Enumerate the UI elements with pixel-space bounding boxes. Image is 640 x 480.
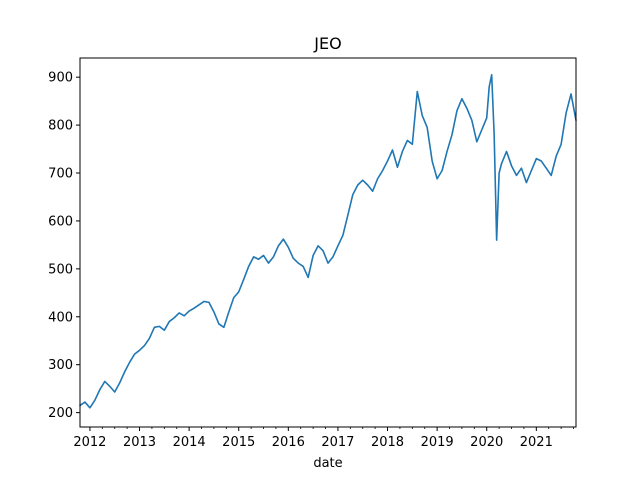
x-tick-label: 2014	[173, 435, 206, 450]
y-tick-label: 400	[48, 310, 73, 325]
y-tick-label: 700	[48, 167, 73, 182]
x-axis-label: date	[313, 456, 342, 471]
x-tick-label: 2018	[371, 435, 404, 450]
y-tick-label: 300	[48, 358, 73, 373]
y-tick-label: 600	[48, 214, 73, 229]
x-tick-label: 2021	[520, 435, 553, 450]
chart-title: JEO	[313, 34, 341, 53]
x-tick-label: 2013	[123, 435, 156, 450]
x-tick-label: 2017	[321, 435, 354, 450]
x-tick-label: 2016	[272, 435, 305, 450]
x-tick-label: 2020	[470, 435, 503, 450]
x-tick-label: 2019	[421, 435, 454, 450]
plot-area	[79, 73, 577, 409]
y-tick-label: 500	[48, 262, 73, 277]
y-tick-label: 900	[48, 71, 73, 86]
y-axis: 200 300 400 500 600 700 800 900	[48, 71, 80, 421]
y-tick-label: 800	[48, 119, 73, 134]
series-line-jeo	[79, 73, 577, 409]
plot-frame	[79, 57, 577, 428]
x-axis: 2012 2013 2014 2015 2016 2017 2018 2019 2020 2021	[73, 427, 574, 450]
x-tick-label: 2015	[222, 435, 255, 450]
x-tick-label: 2012	[73, 435, 106, 450]
y-tick-label: 200	[48, 406, 73, 421]
